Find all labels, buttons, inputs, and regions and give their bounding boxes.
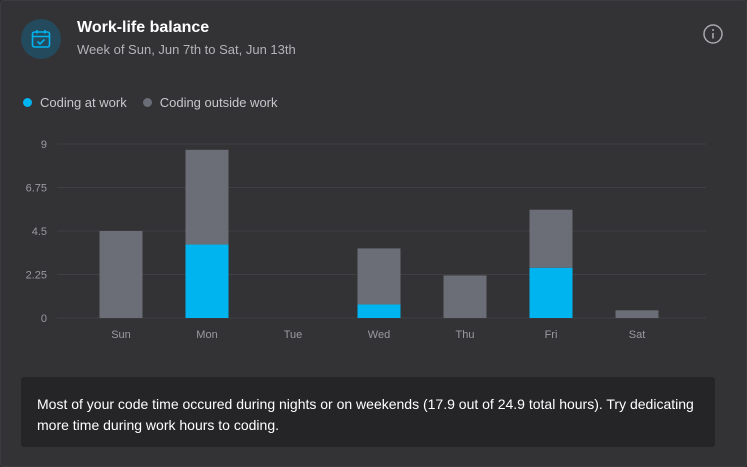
card-title: Work-life balance [77,19,210,36]
legend-swatch-outside [142,98,152,107]
legend-item-outside[interactable]: Coding outside work [142,95,278,110]
legend-item-work[interactable]: Coding at work [23,95,127,110]
legend-swatch-work [23,98,32,107]
calendar-check-icon [21,19,61,59]
y-tick-label: 9 [41,139,47,151]
x-tick-label: Mon [196,329,217,341]
legend-label-outside: Coding outside work [159,95,278,110]
bar-chart: 0 2.25 4.5 6.75 9 Sun Mon Tue Wed Thu Fri Sat [26,139,706,341]
bar-outside-fri [529,209,573,268]
y-tick-label: 0 [41,313,47,325]
bar-outside-thu [443,275,487,318]
bar-outside-sat [615,310,659,318]
card-subtitle: Week of Sun, Jun 7th to Sat, Jun 13th [77,42,296,57]
bar-work-fri [529,267,573,318]
info-icon[interactable] [702,23,724,45]
bar-outside-wed [357,248,401,305]
x-tick-label: Thu [456,329,475,341]
y-tick-label: 2.25 [26,270,47,282]
x-tick-label: Tue [284,329,303,341]
bar-work-mon [185,244,229,318]
chart-legend: Coding at work Coding outside work [23,95,278,110]
bar-outside-sun [99,231,143,318]
bar-work-wed [357,304,401,318]
y-tick-label: 6.75 [26,183,47,195]
legend-label-work: Coding at work [40,95,127,110]
bar-outside-mon [185,149,229,245]
x-tick-label: Wed [368,329,390,341]
x-tick-label: Fri [545,329,558,341]
x-tick-label: Sun [111,329,131,341]
insight-message: Most of your code time occured during ni… [21,377,715,447]
x-tick-label: Sat [629,329,646,341]
y-tick-label: 4.5 [32,226,47,238]
